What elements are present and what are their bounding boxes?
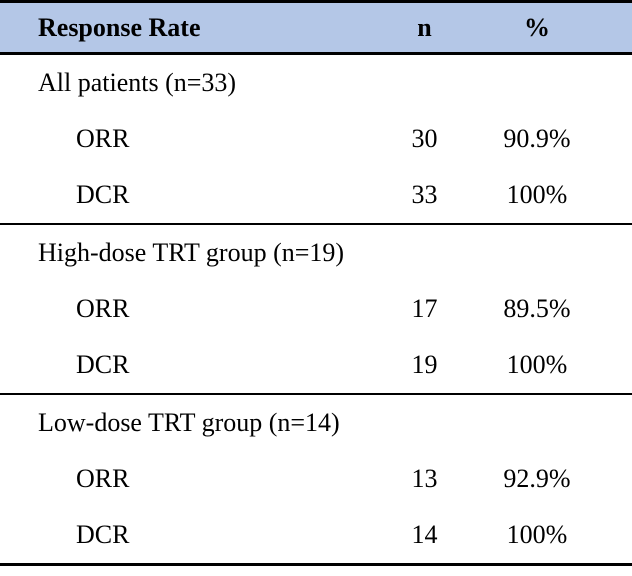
table-row-orr: ORR 17 89.5% <box>0 281 632 337</box>
row-percent-value: 89.5% <box>503 294 571 323</box>
row-percent-value: 100% <box>506 350 568 379</box>
group-header-row: Low-dose TRT group (n=14) <box>0 395 632 451</box>
row-percent-value: 100% <box>506 520 568 549</box>
section-low-dose-trt: Low-dose TRT group (n=14) ORR 13 92.9% D… <box>0 395 632 566</box>
row-label: DCR <box>76 350 130 379</box>
column-header-percent: % <box>524 12 550 42</box>
table-header-row: Response Rate n % <box>0 0 632 55</box>
row-n-value: 13 <box>411 464 438 493</box>
row-label: ORR <box>76 124 130 153</box>
column-header-n: n <box>417 12 432 42</box>
row-n-value: 19 <box>411 350 438 379</box>
table-row-orr: ORR 30 90.9% <box>0 111 632 167</box>
row-n-value: 33 <box>411 180 438 209</box>
table-row-dcr: DCR 33 100% <box>0 167 632 223</box>
row-percent-value: 100% <box>506 180 568 209</box>
group-label: High-dose TRT group (n=19) <box>38 238 345 267</box>
table-row-dcr: DCR 14 100% <box>0 507 632 563</box>
row-n-value: 17 <box>411 294 438 323</box>
table-row-dcr: DCR 19 100% <box>0 337 632 393</box>
row-label: ORR <box>76 294 130 323</box>
section-all-patients: All patients (n=33) ORR 30 90.9% DCR 33 … <box>0 55 632 225</box>
section-high-dose-trt: High-dose TRT group (n=19) ORR 17 89.5% … <box>0 225 632 395</box>
row-percent-value: 90.9% <box>503 124 571 153</box>
row-percent-value: 92.9% <box>503 464 571 493</box>
row-n-value: 14 <box>411 520 438 549</box>
row-n-value: 30 <box>411 124 438 153</box>
table-row-orr: ORR 13 92.9% <box>0 451 632 507</box>
row-label: DCR <box>76 520 130 549</box>
column-header-response-rate: Response Rate <box>38 12 201 42</box>
group-header-row: High-dose TRT group (n=19) <box>0 225 632 281</box>
group-label: All patients (n=33) <box>38 68 237 97</box>
group-header-row: All patients (n=33) <box>0 55 632 111</box>
row-label: ORR <box>76 464 130 493</box>
row-label: DCR <box>76 180 130 209</box>
group-label: Low-dose TRT group (n=14) <box>38 408 340 437</box>
